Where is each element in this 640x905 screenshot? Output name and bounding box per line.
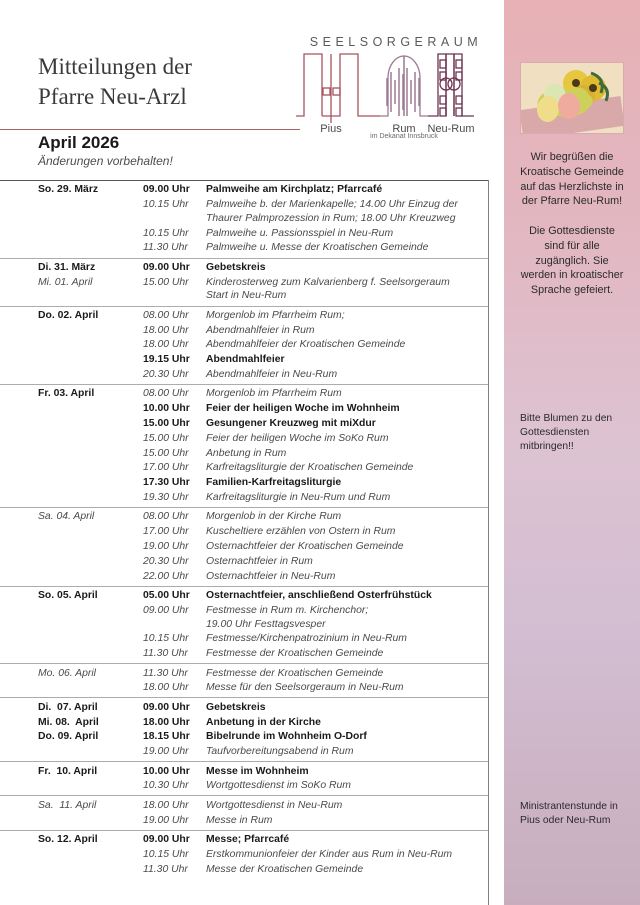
- svg-text:Pius: Pius: [320, 123, 342, 135]
- svg-text:SEELSORGERAUM: SEELSORGERAUM: [310, 35, 482, 49]
- svg-text:im Dekanat Innsbruck: im Dekanat Innsbruck: [370, 133, 438, 138]
